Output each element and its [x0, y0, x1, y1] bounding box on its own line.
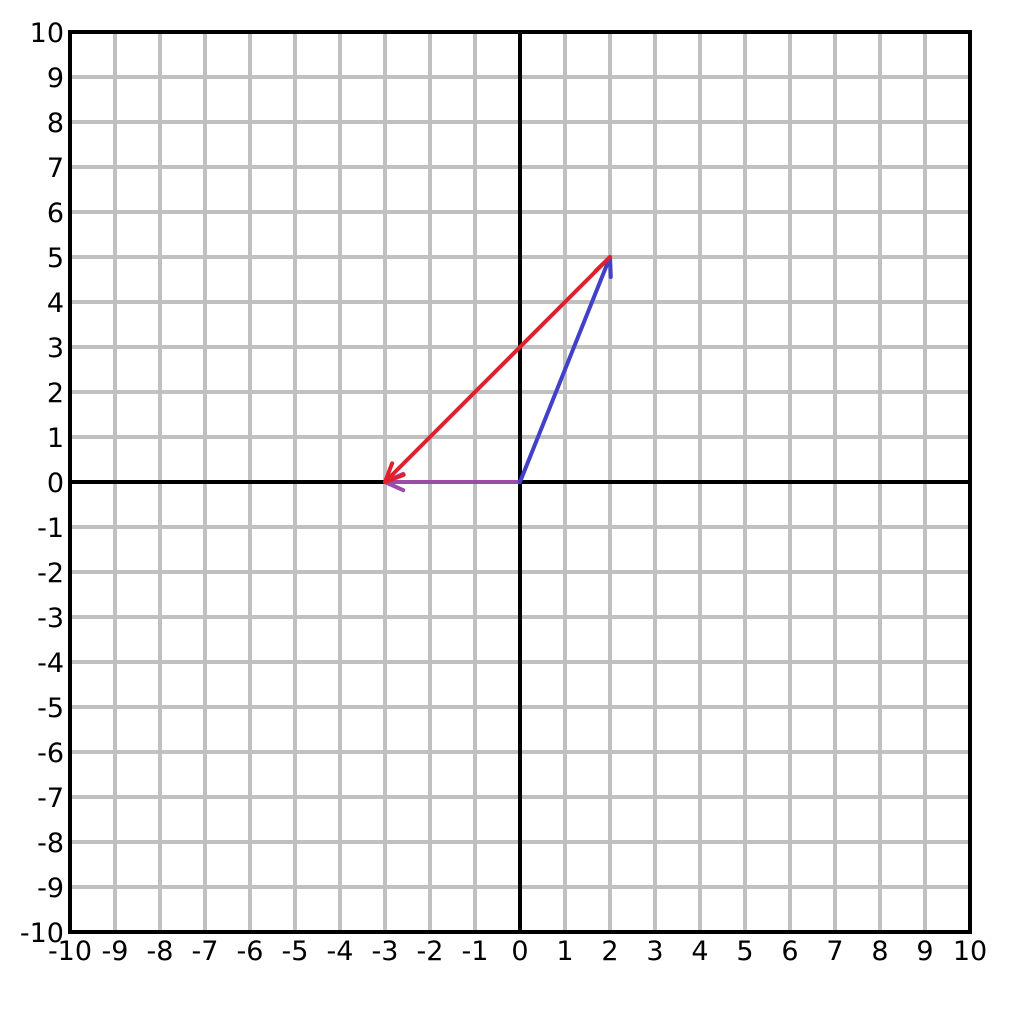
x-tick-labels: -10 -9 -8 -7 -6 -5 -4 -3 -2 -1 0 1 2 3 4 5 6 7 8 9 10 — [48, 936, 987, 967]
vector-red-arrowhead — [383, 461, 406, 484]
x-tick-label: 6 — [781, 936, 798, 967]
y-tick-label: 9 — [47, 63, 64, 94]
y-tick-label: 5 — [47, 243, 64, 274]
y-tick-label: 1 — [47, 423, 64, 454]
x-tick-label: -4 — [327, 936, 354, 967]
y-tick-label: -1 — [37, 513, 64, 544]
plot-border — [68, 30, 972, 934]
x-tick-label: 1 — [556, 936, 573, 967]
x-tick-label: -1 — [462, 936, 489, 967]
x-tick-label: 2 — [601, 936, 618, 967]
y-tick-label: -4 — [37, 648, 64, 679]
y-tick-label: 4 — [47, 288, 64, 319]
x-tick-label: -9 — [102, 936, 129, 967]
vector-red — [383, 255, 612, 484]
y-tick-label: -6 — [37, 738, 64, 769]
x-tick-label: 4 — [691, 936, 708, 967]
x-tick-label: -10 — [48, 936, 92, 967]
x-tick-label: 10 — [953, 936, 987, 967]
x-tick-label: -8 — [147, 936, 174, 967]
y-tick-label: -10 — [20, 918, 64, 949]
plot-frame — [68, 30, 972, 934]
y-tick-label: 3 — [47, 333, 64, 364]
x-tick-label: -6 — [237, 936, 264, 967]
vectors — [383, 255, 613, 493]
x-tick-label: -2 — [417, 936, 444, 967]
y-tick-label: -3 — [37, 603, 64, 634]
x-tick-label: -5 — [282, 936, 309, 967]
y-tick-label: -8 — [37, 828, 64, 859]
y-tick-label: 10 — [30, 18, 64, 49]
x-tick-label: -7 — [192, 936, 219, 967]
x-tick-label: 9 — [916, 936, 933, 967]
x-tick-label: 3 — [646, 936, 663, 967]
vector-red-shaft — [383, 255, 612, 484]
y-tick-label: 0 — [47, 468, 64, 499]
x-tick-label: 7 — [826, 936, 843, 967]
y-tick-label: 7 — [47, 153, 64, 184]
y-tick-label: -5 — [37, 693, 64, 724]
y-tick-label: 6 — [47, 198, 64, 229]
x-tick-label: 5 — [736, 936, 753, 967]
vector-blue-shaft — [518, 255, 612, 484]
x-tick-label: -3 — [372, 936, 399, 967]
y-tick-label: -9 — [37, 873, 64, 904]
x-tick-label: 8 — [871, 936, 888, 967]
y-tick-label: -7 — [37, 783, 64, 814]
vector-purple — [383, 471, 522, 493]
y-tick-label: 2 — [47, 378, 64, 409]
y-tick-label: 8 — [47, 108, 64, 139]
x-tick-label: 0 — [511, 936, 528, 967]
y-tick-label: -2 — [37, 558, 64, 589]
